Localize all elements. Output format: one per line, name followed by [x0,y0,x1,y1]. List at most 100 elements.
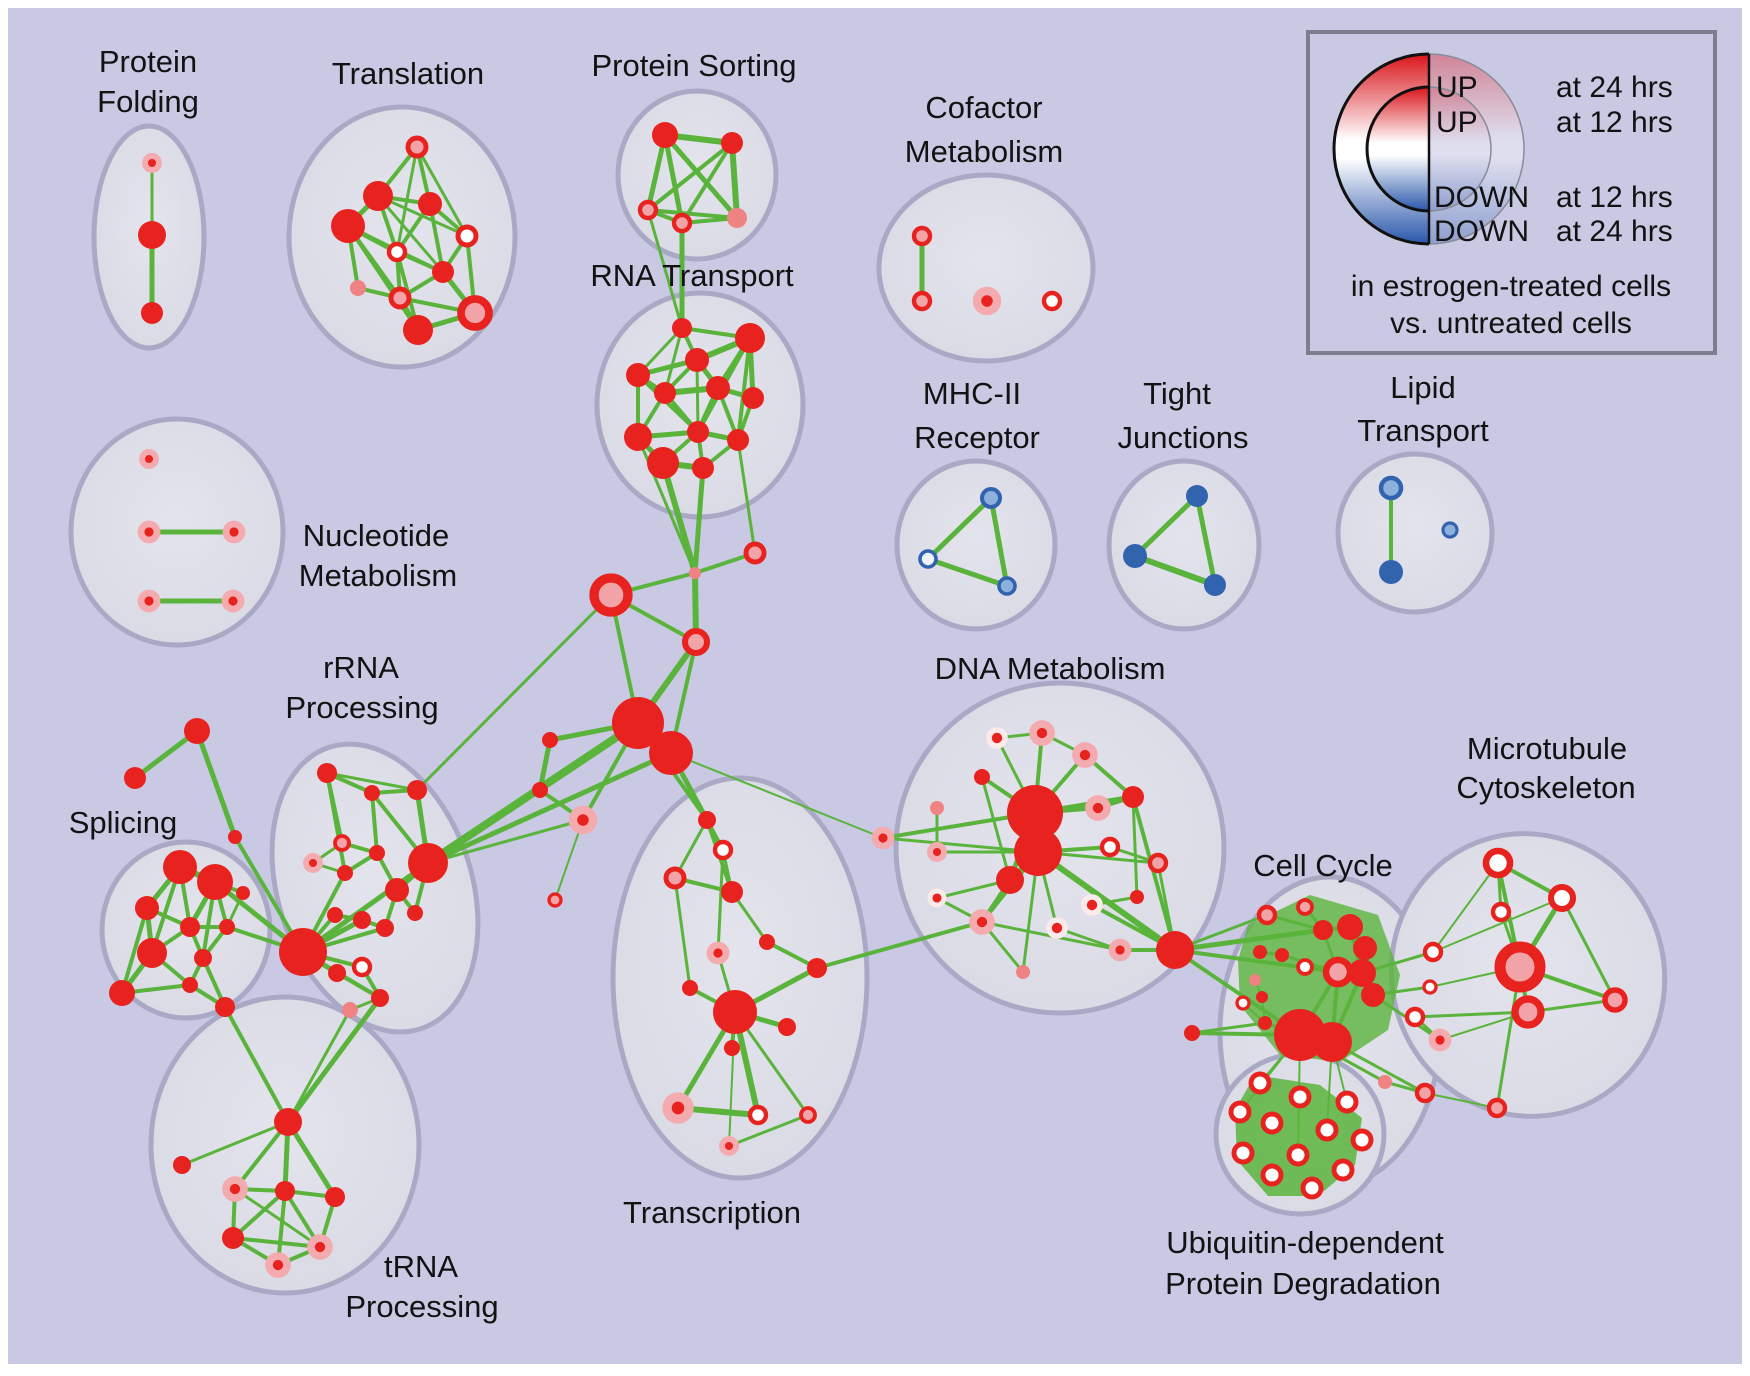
node-g8[interactable] [1007,785,1063,841]
node-b1[interactable] [1248,1071,1272,1095]
node-g15[interactable] [927,888,947,908]
node-x7[interactable] [682,980,698,996]
node-r6[interactable] [706,376,730,400]
node-k23[interactable] [1414,1082,1436,1104]
node-r2[interactable] [735,323,765,353]
node-k22[interactable] [1378,1075,1392,1089]
node-t4[interactable] [331,209,365,243]
node-g4[interactable] [974,769,990,785]
node-p4[interactable] [180,917,200,937]
node-c4[interactable] [681,627,711,657]
node-t3[interactable] [418,192,442,216]
node-u3[interactable] [222,520,246,544]
node-j3[interactable] [1204,574,1226,596]
node-q10[interactable] [327,907,343,923]
node-g6[interactable] [871,826,895,850]
node-q9[interactable] [385,878,409,902]
node-g1[interactable] [986,727,1008,749]
node-f2[interactable] [911,290,933,312]
node-t8[interactable] [350,280,366,296]
node-t5[interactable] [455,224,479,248]
node-k13[interactable] [1258,1016,1272,1030]
node-s3[interactable] [637,199,659,221]
node-g22[interactable] [1016,965,1030,979]
node-v2[interactable] [1547,883,1577,913]
node-g12[interactable] [1085,795,1111,821]
node-u1[interactable] [139,449,159,469]
node-g17[interactable] [1046,917,1068,939]
node-s4[interactable] [671,212,693,234]
node-q7[interactable] [337,865,353,881]
node-r3[interactable] [685,348,709,372]
node-s2[interactable] [721,132,743,154]
node-g9[interactable] [1014,828,1062,876]
node-g16[interactable] [969,909,995,935]
node-q17[interactable] [371,989,389,1007]
node-x11[interactable] [724,1040,740,1056]
node-x14[interactable] [799,1106,817,1124]
node-s5[interactable] [727,208,747,228]
node-g19[interactable] [1130,890,1144,904]
node-q6[interactable] [303,853,323,873]
node-r4[interactable] [626,363,650,387]
node-x15[interactable] [719,1136,739,1156]
node-q18[interactable] [342,1002,358,1018]
node-u2[interactable] [137,520,161,544]
node-q11[interactable] [353,911,371,929]
node-b2[interactable] [1288,1085,1312,1109]
node-pf3[interactable] [141,302,163,324]
node-k1[interactable] [1256,904,1278,926]
node-t10[interactable] [457,295,493,331]
node-L1[interactable] [542,732,558,748]
node-b9[interactable] [1286,1143,1310,1167]
node-r5[interactable] [654,382,676,404]
node-t11[interactable] [403,315,433,345]
node-g5[interactable] [930,801,944,815]
node-L2[interactable] [532,782,548,798]
node-p3[interactable] [135,896,159,920]
node-tri2[interactable] [124,767,146,789]
node-x1[interactable] [698,811,716,829]
node-g20[interactable] [1108,938,1132,962]
node-g18[interactable] [1081,894,1103,916]
node-q15[interactable] [328,964,346,982]
node-k11[interactable] [1256,991,1268,1003]
node-g2[interactable] [1029,720,1055,746]
node-q5[interactable] [369,845,385,861]
node-d3[interactable] [1441,521,1459,539]
node-p11[interactable] [215,997,235,1017]
node-b5[interactable] [1260,1111,1284,1135]
node-k21[interactable] [1428,1028,1452,1052]
node-u5[interactable] [221,589,245,613]
node-k5[interactable] [1353,936,1377,960]
node-j2[interactable] [1123,544,1147,568]
node-tri1[interactable] [184,718,210,744]
node-k8[interactable] [1253,945,1267,959]
node-g10[interactable] [996,866,1024,894]
node-q2[interactable] [364,785,380,801]
node-t6[interactable] [386,241,408,263]
node-c3[interactable] [589,573,633,617]
node-x12[interactable] [662,1092,694,1124]
node-k19[interactable] [1422,979,1438,995]
node-q4[interactable] [333,834,351,852]
node-h1[interactable] [612,697,664,749]
node-b4[interactable] [1228,1100,1252,1124]
node-b8[interactable] [1231,1141,1255,1165]
node-q3[interactable] [407,780,427,800]
node-h2[interactable] [649,731,693,775]
node-t9[interactable] [388,286,412,310]
node-x2[interactable] [712,839,734,861]
node-k10[interactable] [1249,974,1261,986]
node-m3[interactable] [997,576,1017,596]
node-pf2[interactable] [138,221,166,249]
node-q12[interactable] [376,919,394,937]
node-j1[interactable] [1186,485,1208,507]
node-v5[interactable] [1511,995,1545,1029]
node-c1[interactable] [743,541,767,565]
node-b10[interactable] [1260,1163,1284,1187]
node-p2[interactable] [197,864,233,900]
node-g13[interactable] [1122,786,1144,808]
node-k9[interactable] [1275,948,1289,962]
node-k20[interactable] [1404,1006,1426,1028]
